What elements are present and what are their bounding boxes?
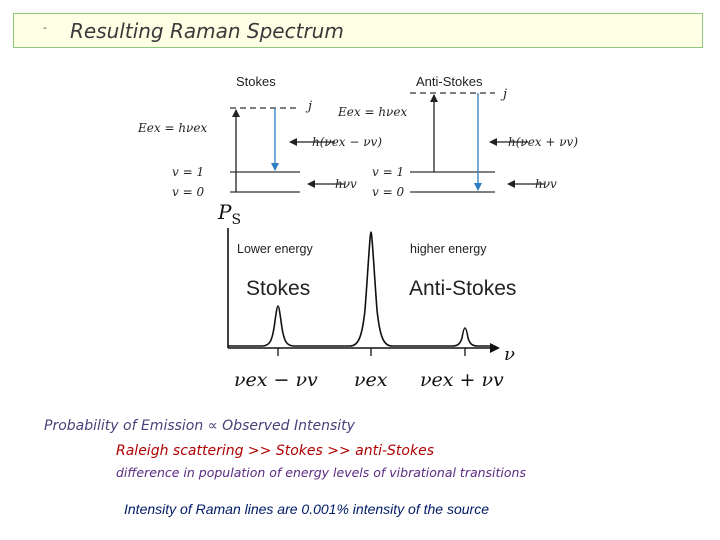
- title-bullet: -: [43, 21, 47, 34]
- anti-stokes-energy-diagram: Anti-Stokes j Eex = hνex h(νex + νv) v =…: [337, 74, 578, 199]
- rayleigh-comparison: Raleigh scattering >> Stokes >> anti-Sto…: [116, 443, 434, 459]
- stokes-v0-label: v = 0: [172, 185, 204, 199]
- stokes-heading: Stokes: [236, 74, 276, 89]
- stokes-hv-label: hνv: [335, 177, 357, 191]
- y-axis-symbol: P: [217, 200, 232, 224]
- lower-energy-label: Lower energy: [237, 242, 313, 256]
- anti-v0-label: v = 0: [372, 185, 404, 199]
- probability-text: Probability of Emission: [44, 418, 204, 434]
- spectrum-curve: [228, 231, 490, 347]
- x-axis-arrowhead: [490, 343, 500, 353]
- x-axis-label: ν: [504, 344, 515, 365]
- proportional-icon: ∝: [207, 418, 218, 434]
- stokes-energy-diagram: Stokes j Eex = hνex h(νex − νv) v = 1 v …: [137, 74, 382, 199]
- tick-label-anti-stokes: νex + νv: [420, 369, 504, 391]
- slide-title: Resulting Raman Spectrum: [70, 19, 344, 43]
- y-axis-subscript: S: [231, 212, 241, 228]
- tick-label-center: νex: [354, 369, 388, 391]
- stokes-h-minus-label: h(νex − νv): [312, 135, 382, 149]
- stokes-eex-label: Eex = hνex: [137, 121, 207, 135]
- observed-intensity-text: Observed Intensity: [222, 418, 355, 434]
- stokes-virtual-label: j: [305, 99, 312, 114]
- probability-line: Probability of Emission ∝ Observed Inten…: [44, 418, 355, 434]
- raman-spectrum: PS ν Lower energy higher energy Stokes A…: [217, 200, 516, 391]
- anti-v1-label: v = 1: [372, 165, 404, 179]
- title-box: [13, 13, 703, 48]
- stokes-v1-label: v = 1: [172, 165, 204, 179]
- anti-stokes-peak-label: Anti-Stokes: [409, 277, 516, 300]
- anti-h-plus-label: h(νex + νv): [508, 135, 578, 149]
- y-axis-label: PS: [217, 200, 241, 228]
- higher-energy-label: higher energy: [410, 242, 487, 256]
- stokes-peak-label: Stokes: [246, 277, 310, 300]
- anti-stokes-heading: Anti-Stokes: [416, 74, 483, 89]
- intensity-note: Intensity of Raman lines are 0.001% inte…: [124, 501, 489, 517]
- anti-eex-label: Eex = hνex: [337, 105, 407, 119]
- anti-hv-label: hνv: [535, 177, 557, 191]
- tick-label-stokes: νex − νv: [234, 369, 318, 391]
- population-difference-note: difference in population of energy level…: [116, 465, 526, 480]
- anti-virtual-label: j: [500, 87, 507, 102]
